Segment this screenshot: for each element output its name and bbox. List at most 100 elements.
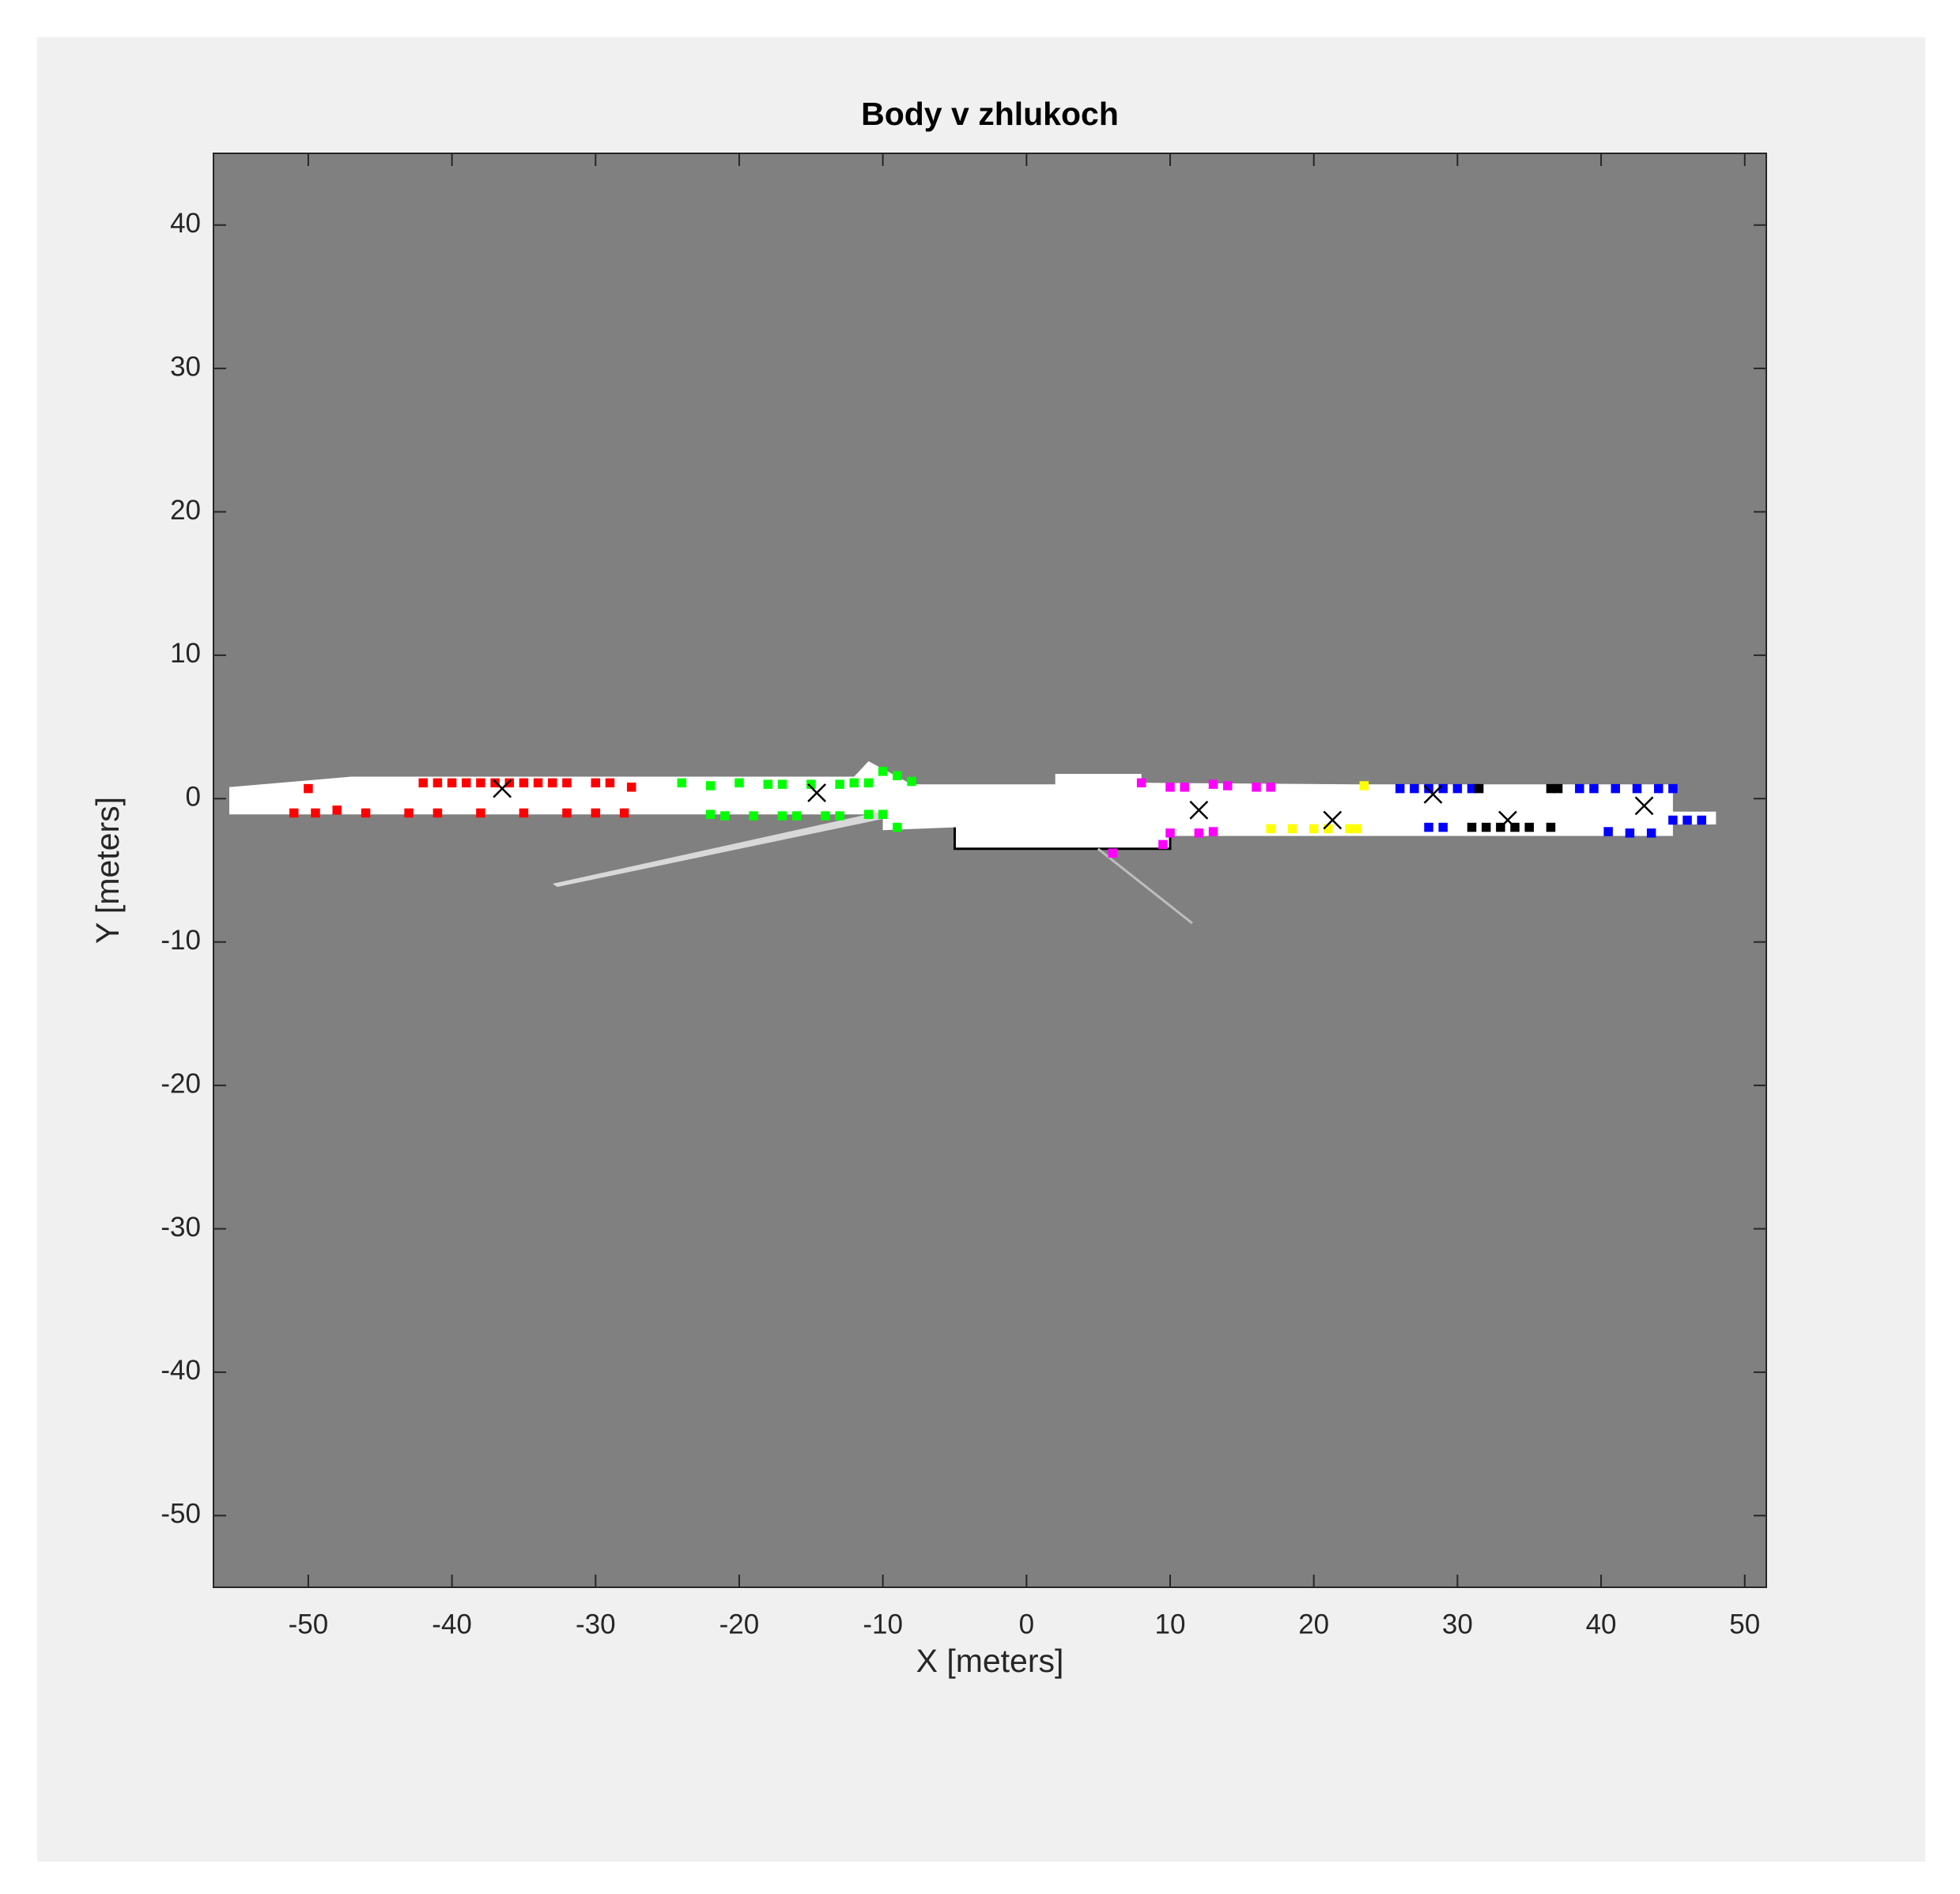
cluster-point <box>1165 828 1175 838</box>
obstacle-edge <box>954 827 1172 851</box>
cluster-point <box>404 808 414 818</box>
x-tick-label: 30 <box>1442 1609 1473 1639</box>
y-tick-label: 0 <box>186 782 201 813</box>
cluster-point <box>763 779 773 789</box>
scan-ray <box>1097 847 1193 925</box>
plot <box>289 767 1706 858</box>
cluster-point <box>432 778 443 788</box>
cluster-point <box>1180 783 1189 792</box>
cluster-point <box>519 808 529 818</box>
cluster-point <box>705 781 716 790</box>
cluster-point <box>626 783 636 792</box>
x-tick-label: -10 <box>863 1609 903 1639</box>
cluster-point <box>1575 783 1584 794</box>
x-tick-label: 50 <box>1729 1609 1760 1639</box>
cluster-point <box>533 778 543 788</box>
cluster-point <box>1646 828 1656 838</box>
scan-ray <box>552 811 883 887</box>
cluster-point <box>1309 824 1319 834</box>
x-tick-label: -40 <box>432 1609 472 1639</box>
y-tick-label: 10 <box>170 638 201 669</box>
cluster-point <box>1266 783 1275 792</box>
cluster-point <box>863 809 874 820</box>
centroid-marker <box>1189 800 1209 820</box>
y-tick-label: 20 <box>170 495 201 526</box>
cluster-point <box>893 771 902 781</box>
cluster-point <box>504 778 515 788</box>
cluster-point <box>1611 783 1620 794</box>
x-tick-label: -30 <box>576 1609 616 1639</box>
cluster-point <box>447 778 457 788</box>
cluster-point <box>1352 824 1361 834</box>
cluster-point <box>311 808 320 818</box>
cluster-point <box>476 778 485 788</box>
cluster-point <box>1467 822 1477 832</box>
cluster-point <box>1395 783 1405 794</box>
cluster-point <box>1424 783 1433 794</box>
axes-box <box>213 153 1767 1588</box>
cluster-point <box>1287 824 1297 834</box>
plot-area <box>213 153 1766 1587</box>
cluster-point <box>562 808 572 818</box>
cluster-point <box>462 778 471 788</box>
y-tick-label: -20 <box>161 1068 201 1099</box>
centroid-marker <box>807 783 826 802</box>
cluster-point <box>777 779 787 789</box>
cluster-point <box>821 811 830 821</box>
cluster-point <box>519 778 529 788</box>
cluster-point <box>591 778 601 788</box>
cluster-point <box>619 808 629 818</box>
x-tick-label: 40 <box>1586 1609 1617 1639</box>
cluster-point <box>1653 783 1664 794</box>
y-tick-label: -50 <box>161 1499 201 1530</box>
centroid-marker <box>1323 810 1343 830</box>
cluster-point <box>289 808 299 818</box>
cluster-point <box>1625 828 1635 838</box>
cluster-point <box>1589 783 1599 794</box>
cluster-point <box>1208 827 1218 836</box>
y-axis-label: Y [meters] <box>89 797 126 944</box>
cluster-point <box>418 778 429 788</box>
cluster-point <box>562 778 572 788</box>
free-space <box>229 761 1716 849</box>
x-tick-label: 20 <box>1298 1609 1329 1639</box>
cluster-point <box>605 778 615 788</box>
occupancy-map <box>229 761 1716 925</box>
cluster-point <box>1194 828 1204 838</box>
y-tick-label: 30 <box>170 351 201 382</box>
centroid-marker <box>1423 784 1443 804</box>
cluster-point <box>548 778 557 788</box>
x-tick-label: 0 <box>1019 1609 1034 1639</box>
cluster-point <box>591 808 601 818</box>
cluster-point <box>1424 822 1433 832</box>
x-axis-label: X [meters] <box>916 1643 1064 1679</box>
cluster-point <box>1682 815 1692 825</box>
cluster-point <box>907 776 916 787</box>
chart-title: Body v zhlukoch <box>861 96 1119 132</box>
cluster-point <box>1546 822 1556 832</box>
cluster-point <box>1252 783 1261 792</box>
y-tick-label: 40 <box>170 208 201 239</box>
cluster-point <box>720 811 730 821</box>
cluster-point <box>835 811 844 821</box>
cluster-point <box>849 778 859 788</box>
cluster-point <box>1668 815 1678 825</box>
cluster-point <box>1524 822 1534 832</box>
cluster-point <box>1632 783 1642 794</box>
cluster-point <box>1668 783 1678 794</box>
cluster-point <box>863 778 874 788</box>
cluster-point <box>749 811 758 821</box>
cluster-point <box>1553 783 1563 794</box>
cluster-point <box>735 778 744 788</box>
x-tick-label: -50 <box>289 1609 329 1639</box>
cluster-point <box>878 809 888 820</box>
cluster-point <box>1474 783 1484 794</box>
cluster-point <box>677 778 687 788</box>
cluster-point <box>361 808 371 818</box>
cluster-point <box>1136 778 1146 788</box>
cluster-point <box>1481 822 1491 832</box>
cluster-point <box>476 808 485 818</box>
cluster-point <box>1603 827 1613 836</box>
